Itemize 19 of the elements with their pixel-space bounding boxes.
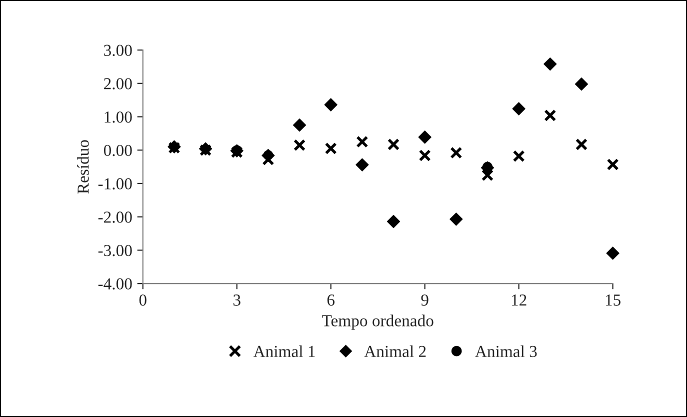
x-tick-label: 15 — [606, 294, 620, 306]
y-tick-label: 0.00 — [104, 144, 132, 156]
y-tick-label: -1.00 — [98, 178, 132, 190]
y-axis-title: Resíduo — [77, 140, 89, 194]
y-tick-label: 3.00 — [104, 44, 132, 56]
y-tick-label: 1.00 — [104, 111, 132, 123]
x-tick-label: 12 — [512, 294, 526, 306]
y-tick-label: 2.00 — [104, 78, 132, 90]
legend-label: Animal 3 — [475, 345, 537, 358]
x-tick-label: 3 — [234, 294, 240, 306]
legend-label: Animal 2 — [364, 345, 426, 358]
y-tick-label: -3.00 — [98, 244, 132, 256]
x-tick-label: 6 — [327, 294, 335, 306]
legend-label: Animal 1 — [253, 345, 315, 358]
y-tick-label: -2.00 — [98, 212, 132, 223]
x-tick-label: 0 — [139, 294, 146, 306]
x-axis-title: Tempo ordenado — [322, 314, 434, 330]
y-tick-label: -4.00 — [98, 278, 132, 290]
x-tick-label: 9 — [421, 294, 428, 306]
